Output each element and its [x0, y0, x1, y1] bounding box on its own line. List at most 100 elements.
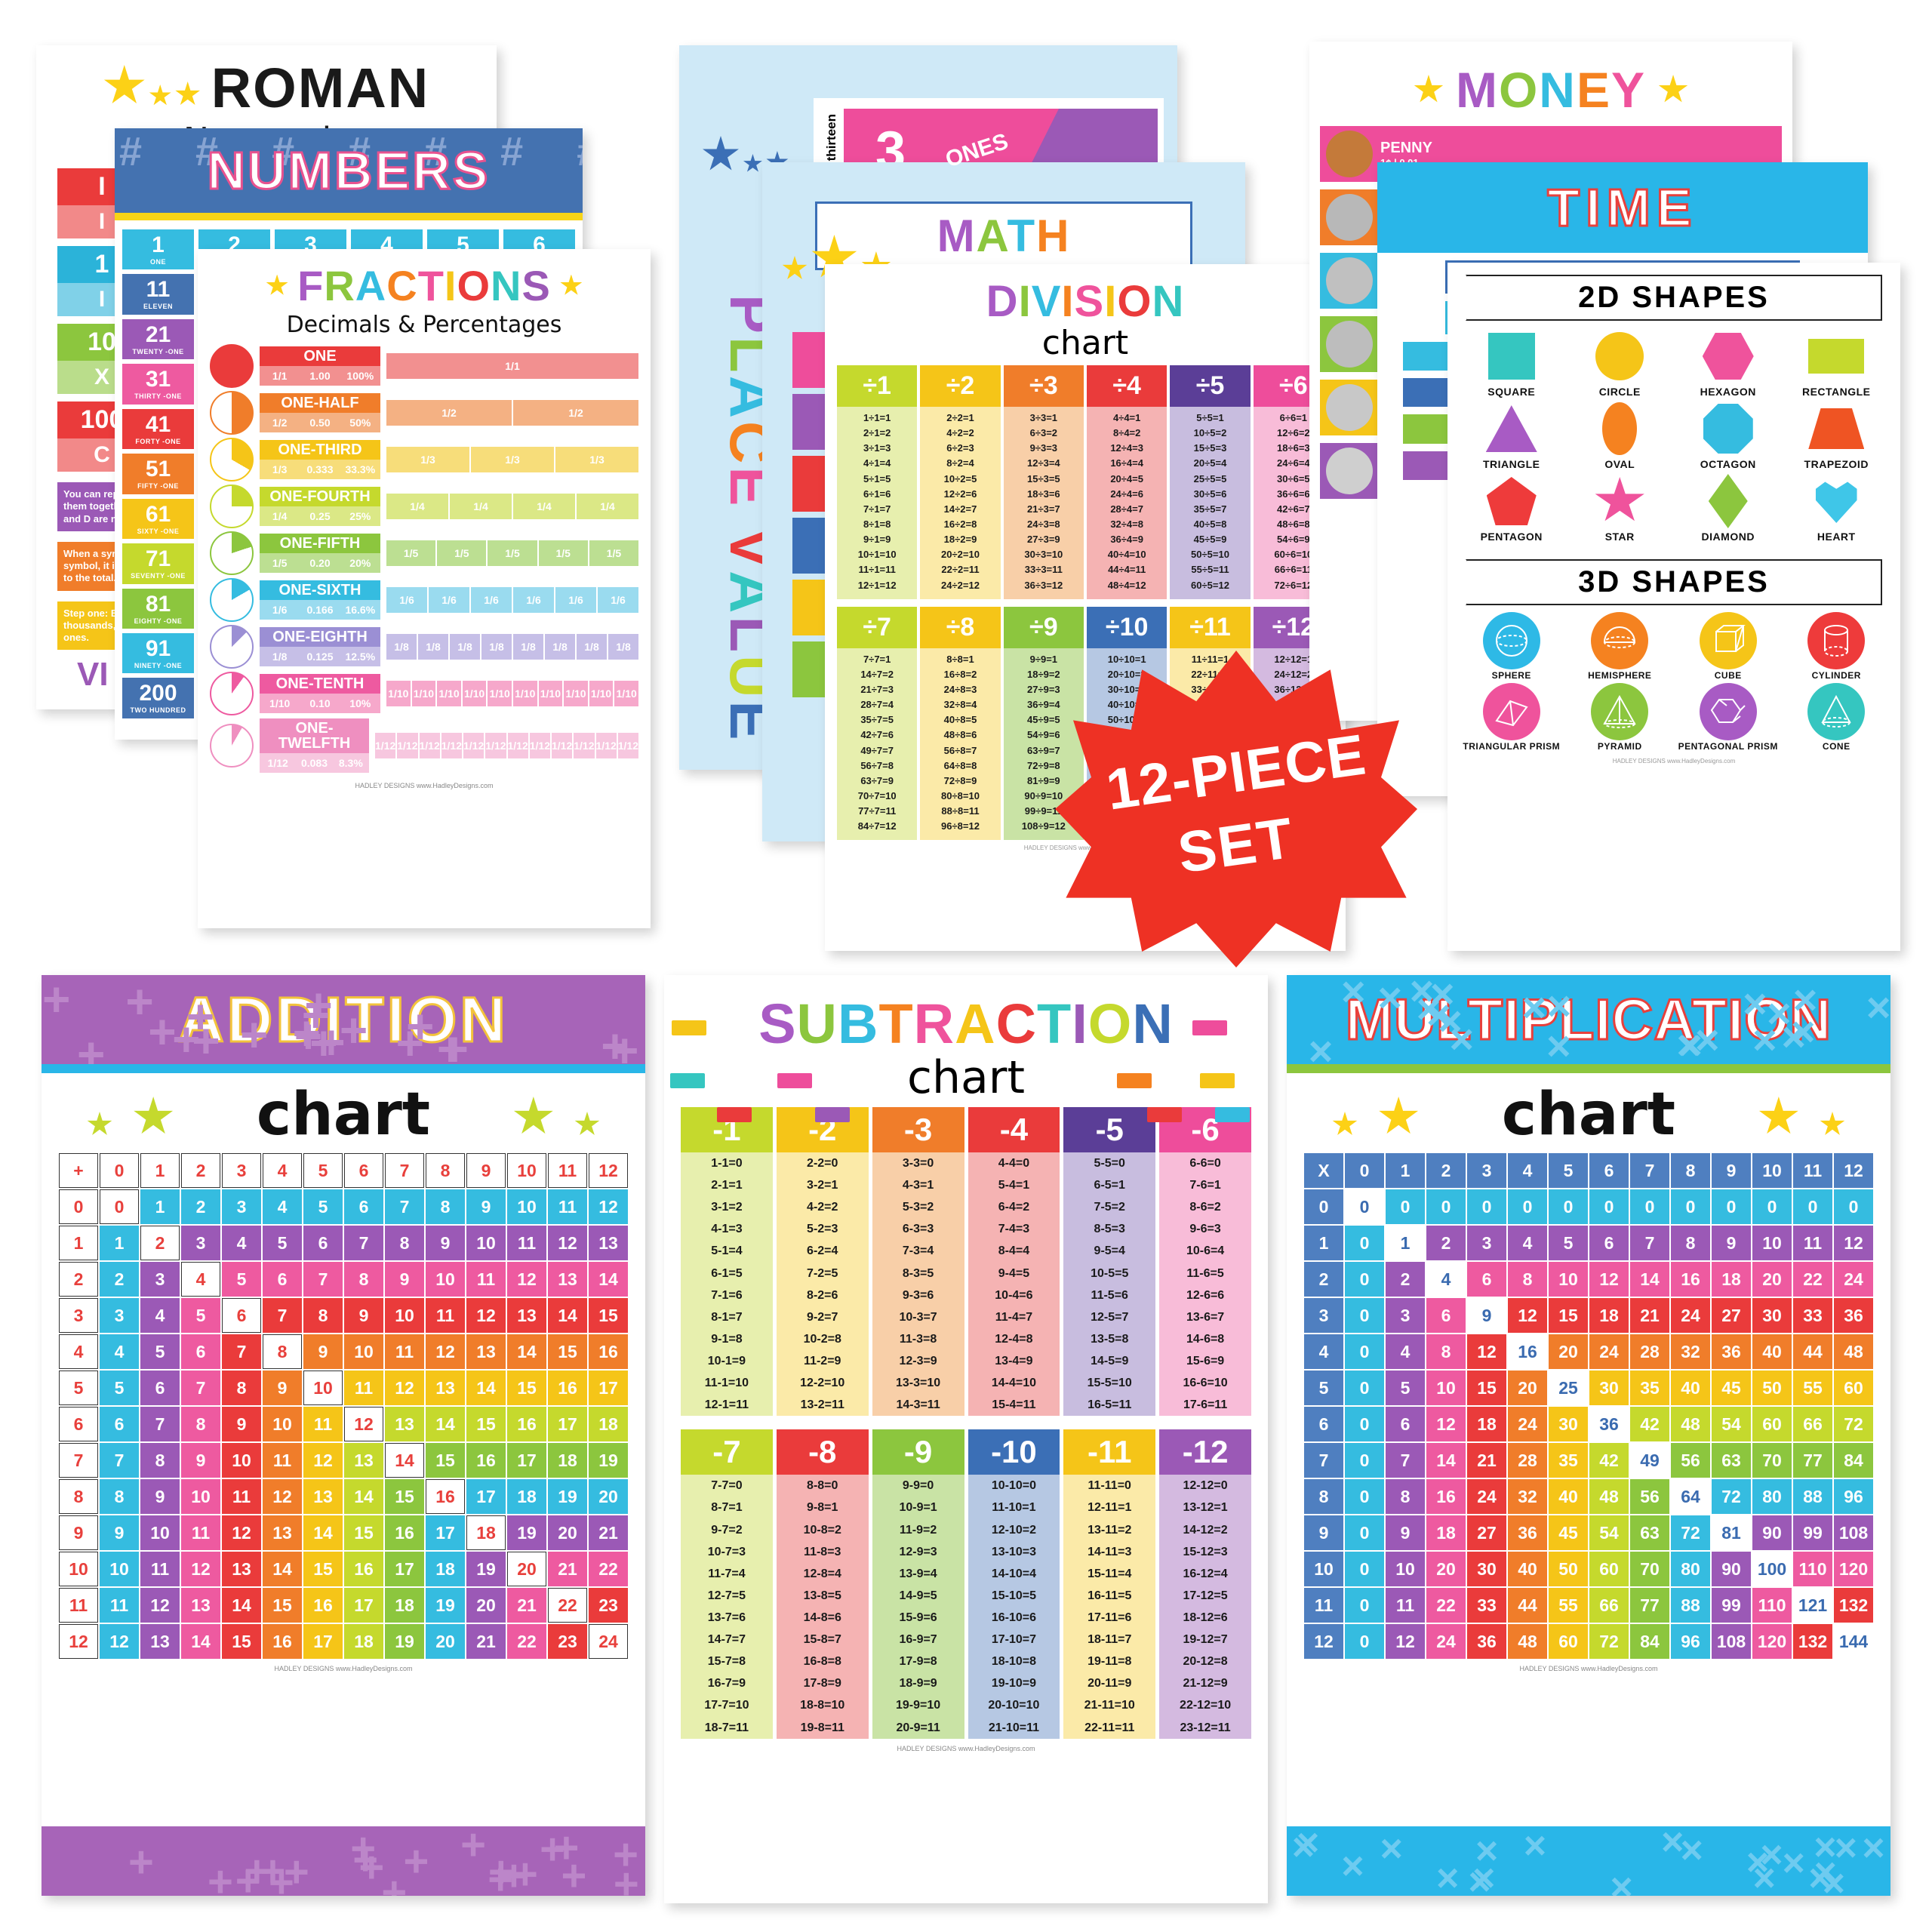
table-cell: 14 [507, 1334, 546, 1369]
table-cell: 9 [1467, 1298, 1506, 1333]
fraction-label: ONE-EIGHTH 1/8 0.125 12.5% [260, 627, 380, 666]
poster-fractions[interactable]: FRACTIONS Decimals & Percentages ONE 1/1 1… [198, 249, 651, 928]
table-cell: 16 [507, 1407, 546, 1441]
pattern-glyph: + [42, 975, 70, 1027]
table-cell: 4 [140, 1298, 180, 1333]
table-cell: 24 [1589, 1334, 1629, 1369]
pyramid-icon [1591, 683, 1648, 740]
pattern-glyph: × [1436, 1856, 1459, 1896]
fraction-pie-icon [210, 724, 254, 768]
shape-2d-cell: OVAL [1567, 401, 1674, 470]
table-cell: 20 [507, 1552, 546, 1586]
number-cell: 71 SEVENTY -ONE [122, 543, 194, 583]
pattern-glyph: × [1760, 1832, 1783, 1878]
number-cell: 11 ELEVEN [122, 274, 194, 314]
table-cell: 11 [344, 1371, 383, 1405]
table-cell: 0 [1712, 1189, 1751, 1224]
coin-icon [1326, 131, 1373, 177]
table-cell: 12 [344, 1407, 383, 1441]
table-cell: 19 [385, 1624, 424, 1659]
table-cell: 132 [1793, 1624, 1832, 1659]
table-cell: 10 [140, 1515, 180, 1550]
operation-column: -12 12-12=0 13-12=1 14-12=2 15-12=3 16-12=4 17… [1159, 1429, 1251, 1738]
pattern-glyph: × [1309, 1026, 1334, 1064]
table-cell: 13 [548, 1262, 587, 1297]
table-header-cell: 2 [1426, 1153, 1466, 1188]
table-cell: 12 [100, 1624, 139, 1659]
table-cell: 2 [1304, 1262, 1343, 1297]
table-cell: 4 [100, 1334, 139, 1369]
fraction-row: ONE 1/1 1.00 100% 1/1 [198, 343, 651, 389]
table-header-cell: + [59, 1153, 98, 1188]
table-cell: 9 [100, 1515, 139, 1550]
table-cell: 11 [1793, 1226, 1832, 1260]
table-cell: 0 [1426, 1189, 1466, 1224]
credit-text: HADLEY DESIGNS www.HadleyDesigns.com [1447, 756, 1900, 764]
table-cell: 11 [263, 1443, 302, 1478]
table-cell: 60 [1834, 1371, 1873, 1405]
fraction-bars: 1/8 1/8 1/8 1/8 1/8 1/8 1/8 1/8 [386, 634, 638, 660]
trapezoid-icon [1808, 408, 1864, 449]
shape-3d-cell: TRIANGULAR PRISM [1458, 684, 1565, 752]
table-header-cell: 1 [140, 1153, 180, 1188]
table-row: 12 0 12 24 36 48 60 72 84 96 108 120 132 144 [1304, 1624, 1873, 1659]
pattern-glyph: + [240, 1007, 268, 1063]
pattern-glyph: × [1292, 1826, 1315, 1870]
table-header-cell: 12 [1834, 1153, 1873, 1188]
pattern-glyph: + [460, 1826, 486, 1870]
table-cell: 45 [1549, 1515, 1588, 1550]
table-cell: 5 [1304, 1371, 1343, 1405]
table-cell: 16 [344, 1552, 383, 1586]
stars-decor-right [513, 1084, 600, 1152]
table-header-row: +0 1 2 3 4 5 6 7 8 9 10 11 12 [59, 1153, 628, 1188]
pattern-glyph: + [208, 1857, 233, 1896]
table-cell: 40 [1508, 1552, 1547, 1586]
table-cell: 21 [507, 1588, 546, 1623]
shapes-2d-title: 2D SHAPES [1466, 275, 1882, 321]
table-header-cell: 6 [1589, 1153, 1629, 1188]
pentagonal-prism-icon [1700, 683, 1757, 740]
table-header-cell: 4 [263, 1153, 302, 1188]
table-cell: 0 [1345, 1298, 1384, 1333]
operation-column: ÷3 3÷3=1 6÷3=2 9÷3=3 12÷3=4 15÷3=5 18÷3=6 21÷3=… [1004, 365, 1084, 599]
operation-column: -3 3-3=0 4-3=1 5-3=2 6-3=3 7-3=4 8-3=5 9-3=6 10-… [872, 1107, 964, 1416]
table-cell: 11 [181, 1515, 220, 1550]
starburst-icon: 12-PIECE SET [1055, 651, 1417, 968]
table-cell: 8 [344, 1262, 383, 1297]
fraction-label: ONE-FOURTH 1/4 0.25 25% [260, 487, 380, 526]
poster-multiplication-chart[interactable]: MULTIPLICATION × × × × × × × × × × × × × × × × × × × × × × ch… [1287, 975, 1890, 1896]
pattern-glyph: × [1417, 984, 1441, 1033]
pattern-glyph: × [1380, 1826, 1402, 1872]
poster-subtraction-chart[interactable]: SUBTRACTION chart -1 1-1=0 2-1=1 3-1=2 4-1=3… [664, 975, 1268, 1903]
table-cell: 10 [1752, 1226, 1792, 1260]
table-row: 9 0 9 18 27 36 45 54 63 72 81 90 99 108 [1304, 1515, 1873, 1550]
title-letter: A [955, 992, 995, 1055]
table-cell: 66 [1589, 1588, 1629, 1623]
table-cell: 72 [1834, 1407, 1873, 1441]
table-cell: 12 [59, 1624, 98, 1659]
table-cell: 77 [1793, 1443, 1832, 1478]
dash-decor [1215, 1107, 1250, 1122]
operation-column: -7 7-7=0 8-7=1 9-7=2 10-7=3 11-7=4 12-7=5 13-7=… [681, 1429, 773, 1738]
table-cell: 3 [1386, 1298, 1425, 1333]
triangular-prism-icon [1483, 683, 1540, 740]
table-cell: 44 [1508, 1588, 1547, 1623]
shape-2d-cell: PENTAGON [1458, 473, 1565, 543]
operation-column: ÷2 2÷2=1 4÷2=2 6÷2=3 8÷2=4 10÷2=5 12÷2=6 14÷2=7… [920, 365, 1000, 599]
cone-icon [1807, 683, 1865, 740]
table-cell: 21 [589, 1515, 628, 1550]
table-header-cell: 3 [1467, 1153, 1506, 1188]
table-cell: 17 [426, 1515, 465, 1550]
poster-shapes[interactable]: 2D SHAPES SQUARE CIRCLE HEXAGON RECTANGLE TR… [1447, 263, 1900, 951]
multiplication-grid: X 0 1 2 3 4 5 6 7 8 9 10 11 12 0 0 0 0 0 0 0 0 0 0 0 0 0 0 1 0 1 2 3 4 5 6 7… [1303, 1152, 1875, 1660]
numbers-title: NUMBERS [115, 128, 583, 213]
table-cell: 21 [466, 1624, 506, 1659]
poster-addition-chart[interactable]: ADDITION + + + + + + + + + + + + + + + + + + + + + + chart +0… [42, 975, 645, 1896]
stars-decor-right [1758, 1084, 1845, 1152]
operation-column: -8 8-8=0 9-8=1 10-8=2 11-8=3 12-8=4 13-8=5 14-8… [777, 1429, 869, 1738]
sphere-icon [1483, 612, 1540, 669]
table-header-cell: 9 [1712, 1153, 1751, 1188]
table-cell: 0 [1630, 1189, 1669, 1224]
credit-text: HADLEY DESIGNS www.HadleyDesigns.com [1287, 1660, 1890, 1674]
fractions-header: FRACTIONS Decimals & Percentages [198, 249, 651, 343]
